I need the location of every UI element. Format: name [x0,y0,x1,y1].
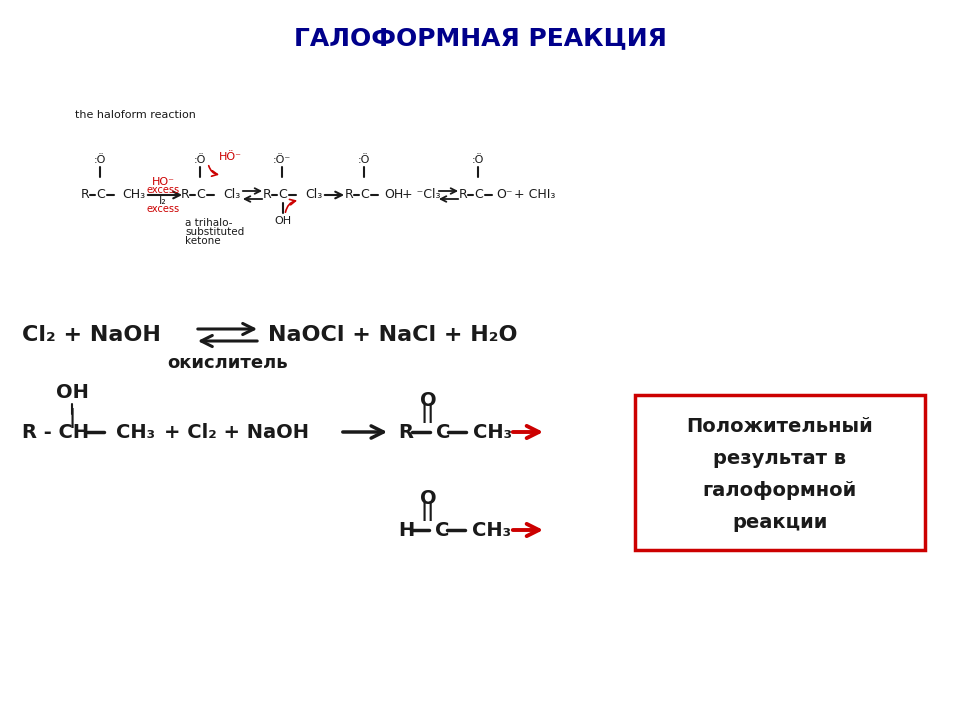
Text: :Ö: :Ö [94,155,107,165]
Text: :Ö: :Ö [471,155,484,165]
Bar [635,395,925,550]
Text: результат в: результат в [713,449,847,469]
Text: CH₃: CH₃ [472,521,511,539]
Text: excess: excess [147,204,180,214]
Text: HÖ⁻: HÖ⁻ [219,152,242,162]
Text: Положительный: Положительный [686,418,874,436]
Text: + CHI₃: + CHI₃ [514,189,556,202]
Text: реакции: реакции [732,513,828,533]
Text: substituted: substituted [185,227,244,237]
Text: excess: excess [147,185,180,195]
Text: C: C [278,189,287,202]
Text: ГАЛОФОРМНАЯ РЕАКЦИЯ: ГАЛОФОРМНАЯ РЕАКЦИЯ [294,26,666,50]
Text: :Ö: :Ö [358,155,371,165]
Text: R: R [398,423,413,441]
Text: I₂: I₂ [159,196,167,206]
Text: NaOCl + NaCl + H₂O: NaOCl + NaCl + H₂O [268,325,517,345]
Text: OH: OH [56,382,88,402]
Text: CH₃: CH₃ [122,189,145,202]
Text: ||: || [420,501,435,521]
Text: :Ö: :Ö [194,155,206,165]
Text: the haloform reaction: the haloform reaction [75,110,196,120]
Text: R: R [459,189,468,202]
Text: + Cl₂ + NaOH: + Cl₂ + NaOH [164,423,309,441]
Text: CH₃: CH₃ [116,423,155,441]
Text: |: | [68,408,76,428]
Text: HO⁻: HO⁻ [152,177,175,187]
Text: ketone: ketone [185,236,221,246]
Text: Cl₂ + NaOH: Cl₂ + NaOH [22,325,161,345]
Text: a trihalo-: a trihalo- [185,218,232,228]
Text: R - CH: R - CH [22,423,89,441]
Text: + ⁻Cl₃: + ⁻Cl₃ [402,189,441,202]
Text: Cl₃: Cl₃ [305,189,323,202]
Text: OH: OH [384,189,403,202]
Text: C: C [361,189,370,202]
Text: O: O [420,488,436,508]
Text: CH₃: CH₃ [473,423,512,441]
Text: C: C [197,189,205,202]
Text: окислитель: окислитель [168,354,288,372]
Text: R: R [263,189,272,202]
Text: C: C [435,521,449,539]
Text: C: C [436,423,450,441]
Text: O: O [420,390,436,410]
Text: R: R [181,189,190,202]
Text: Cl₃: Cl₃ [223,189,240,202]
Text: ||: || [420,403,435,423]
Text: OH: OH [275,216,292,226]
Text: галоформной: галоформной [703,482,857,500]
Text: O⁻: O⁻ [496,189,513,202]
Text: C: C [97,189,106,202]
Text: :Ö⁻: :Ö⁻ [273,155,291,165]
Text: R: R [82,189,90,202]
Text: H: H [398,521,415,539]
Text: R: R [346,189,354,202]
Text: C: C [474,189,484,202]
